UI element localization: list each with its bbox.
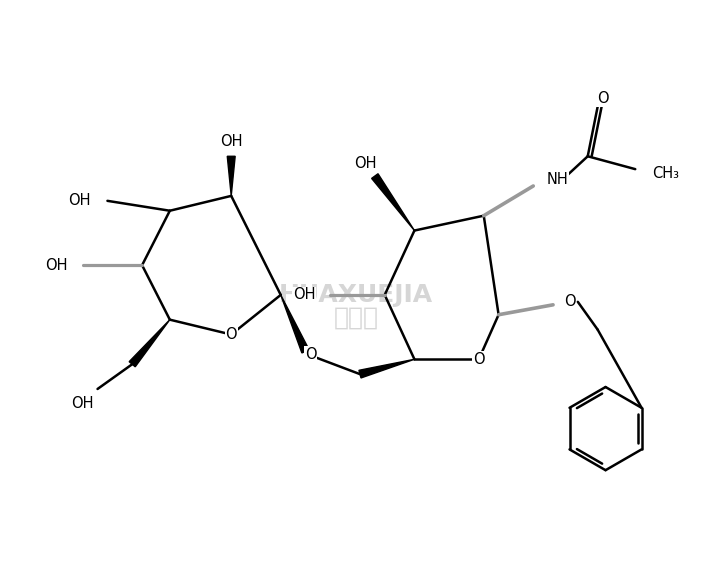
Text: O: O: [597, 92, 608, 106]
Polygon shape: [281, 295, 309, 353]
Polygon shape: [129, 320, 170, 367]
Text: O: O: [305, 347, 316, 362]
Text: 化学加: 化学加: [333, 305, 379, 329]
Polygon shape: [227, 156, 235, 196]
Text: OH: OH: [220, 134, 243, 149]
Text: O: O: [564, 295, 575, 309]
Text: HUAXUEJIA: HUAXUEJIA: [279, 283, 433, 307]
Text: CH₃: CH₃: [652, 166, 679, 181]
Text: OH: OH: [46, 258, 68, 273]
Text: NH: NH: [546, 172, 568, 186]
Text: O: O: [226, 327, 237, 342]
Text: OH: OH: [293, 287, 315, 303]
Polygon shape: [359, 359, 414, 378]
Text: O: O: [473, 352, 485, 367]
Text: OH: OH: [354, 156, 376, 170]
Text: OH: OH: [71, 396, 94, 411]
Text: OH: OH: [68, 193, 90, 208]
Polygon shape: [372, 174, 414, 231]
